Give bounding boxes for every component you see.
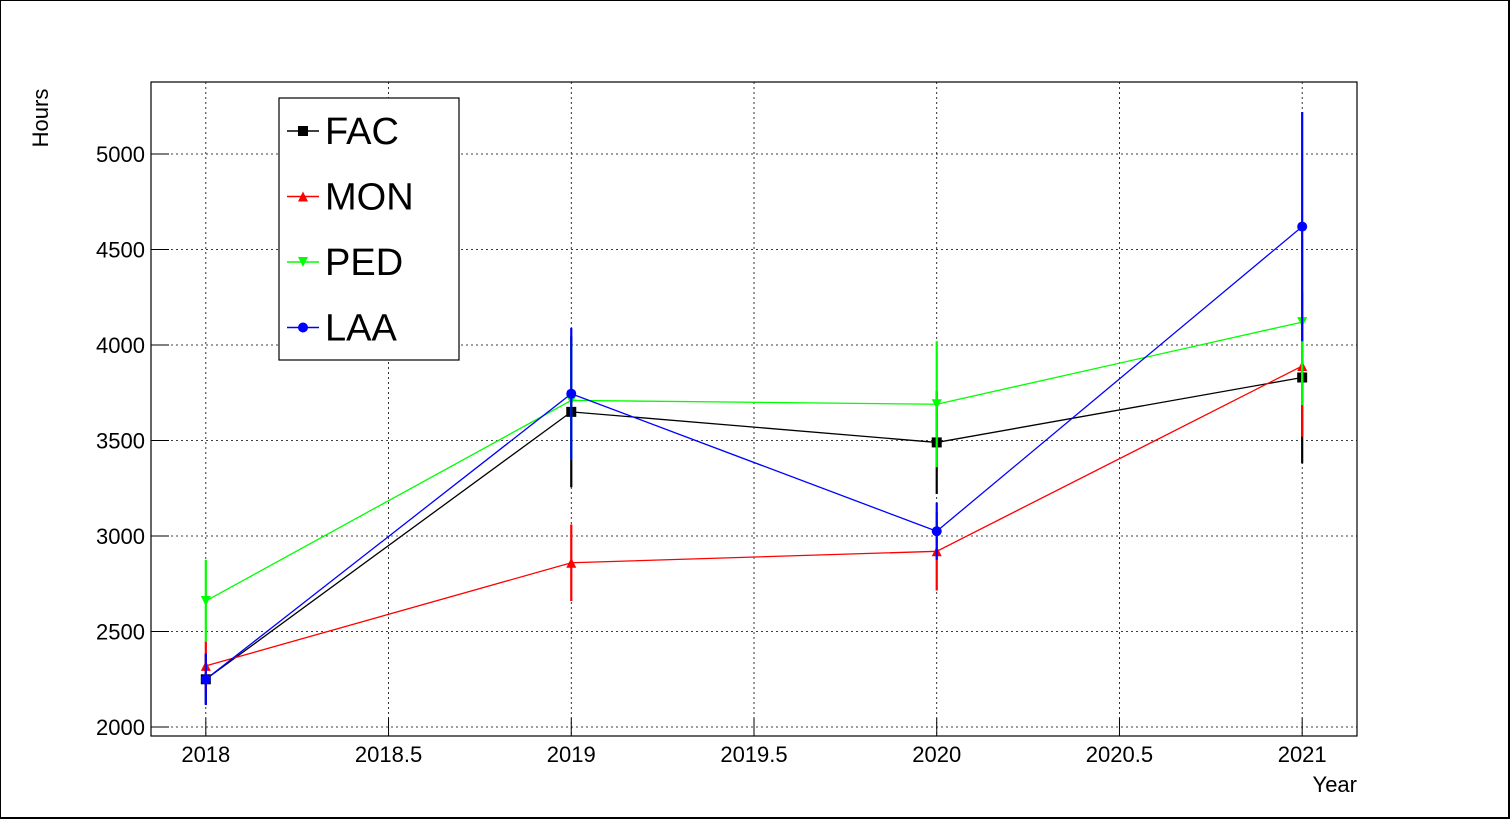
marker [200,674,211,685]
legend-marker [298,126,308,136]
x-tick-label: 2018 [181,742,230,767]
marker [931,399,942,410]
marker [200,595,211,606]
series-line [205,376,1303,680]
marker [931,526,942,537]
legend-label: FAC [325,111,399,153]
x-tick-label: 2019.5 [720,742,787,767]
legend-marker [298,257,308,267]
y-axis-label: Hours [28,89,53,148]
x-tick-label: 2019 [547,742,596,767]
y-tick-label: 3000 [96,524,145,549]
x-axis-label: Year [1313,772,1357,797]
legend-marker [298,191,308,202]
legend: FAC MON PED LAA [278,97,460,361]
legend-box [278,97,460,361]
legend-marker [298,322,308,333]
y-tick-label: 2000 [96,715,145,740]
x-tick-label: 2020.5 [1086,742,1153,767]
legend-label: MON [325,177,414,219]
y-tick-label: 4500 [96,238,145,263]
y-tick-label: 5000 [96,142,145,167]
series-line [205,365,1303,667]
y-tick-label: 3500 [96,429,145,454]
legend-label: LAA [325,308,397,350]
legend-label: PED [325,242,403,284]
marker [566,388,577,399]
y-tick-label: 4000 [96,333,145,358]
x-tick-label: 2020 [912,742,961,767]
marker [1297,221,1308,232]
marker [566,557,577,568]
y-tick-label: 2500 [96,620,145,645]
series-line [205,226,1303,680]
series-line [205,321,1303,602]
x-tick-label: 2021 [1278,742,1327,767]
x-tick-label: 2018.5 [355,742,422,767]
